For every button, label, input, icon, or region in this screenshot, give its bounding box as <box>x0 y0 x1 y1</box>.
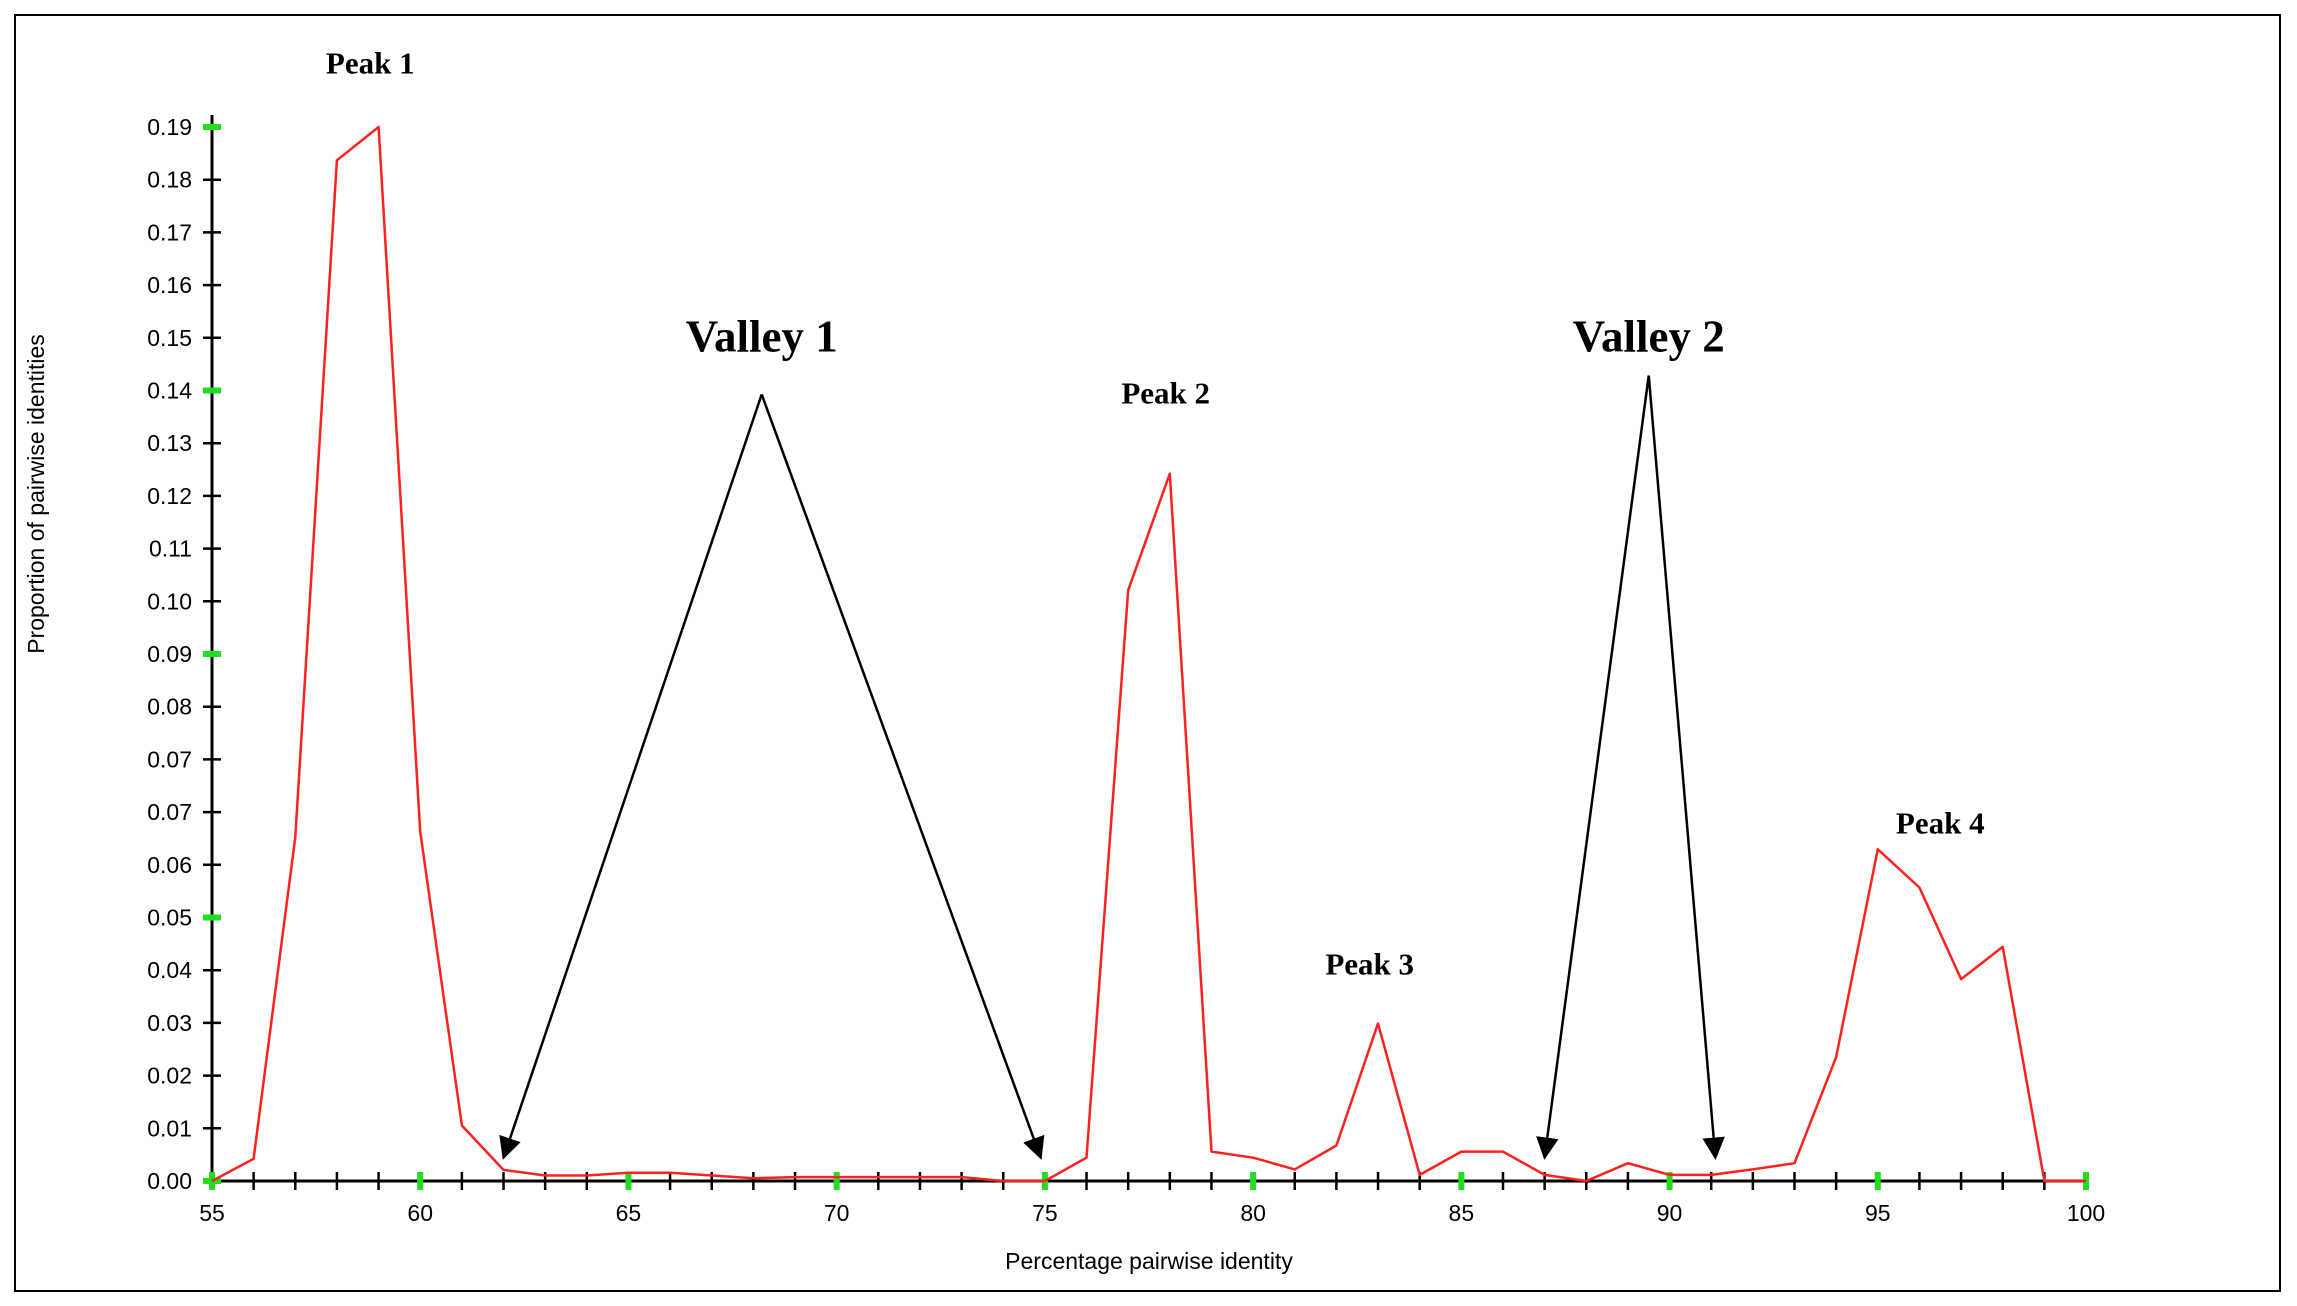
y-tick-label: 0.14 <box>147 378 192 404</box>
y-tick-label: 0.11 <box>149 536 192 562</box>
y-tick-label: 0.06 <box>147 852 192 878</box>
x-tick-label: 60 <box>407 1200 433 1226</box>
x-tick-label: 70 <box>824 1200 850 1226</box>
peak-label: Peak 3 <box>1325 947 1414 982</box>
valley-label: Valley 1 <box>686 312 838 362</box>
y-tick-label: 0.09 <box>147 641 192 667</box>
valley-arrow <box>760 393 1045 1160</box>
x-tick-label: 100 <box>2067 1200 2105 1226</box>
x-tick-label: 90 <box>1657 1200 1683 1226</box>
peak-label: Peak 1 <box>326 46 415 81</box>
x-tick-label: 95 <box>1865 1200 1891 1226</box>
y-tick-label: 0.07 <box>147 799 192 825</box>
y-tick-label: 0.00 <box>147 1168 192 1194</box>
x-tick-label: 85 <box>1449 1200 1475 1226</box>
peak-label: Peak 2 <box>1121 375 1210 410</box>
y-tick-label: 0.05 <box>147 905 192 931</box>
axes-layer <box>210 115 2086 1183</box>
y-tick-label: 0.07 <box>147 746 192 772</box>
y-tick-label: 0.15 <box>147 325 192 351</box>
x-tick-label: 65 <box>616 1200 642 1226</box>
y-tick-label: 0.04 <box>147 957 192 983</box>
chart-svg: 0.00 0.01 0.02 0.03 0.04 0.05 0.06 0.07 0.07 0.08… <box>23 46 2105 1274</box>
y-tick-label: 0.17 <box>147 219 192 245</box>
x-axis-title: Percentage pairwise identity <box>1005 1248 1293 1274</box>
y-tick-label: 0.16 <box>147 272 192 298</box>
valley-arrow <box>499 393 763 1160</box>
y-tick-label: 0.13 <box>147 430 192 456</box>
peak-label: Peak 4 <box>1896 806 1985 841</box>
y-tick-label: 0.10 <box>147 588 192 614</box>
y-tick-label: 0.02 <box>147 1063 192 1089</box>
x-tick-label: 80 <box>1240 1200 1266 1226</box>
x-tick-label: 55 <box>199 1200 225 1226</box>
y-tick-label: 0.19 <box>147 114 192 140</box>
y-tick-label: 0.12 <box>147 483 192 509</box>
ticks-layer: 0.00 0.01 0.02 0.03 0.04 0.05 0.06 0.07 0.07 0.08… <box>147 114 2105 1226</box>
series-layer <box>211 125 2086 1183</box>
y-axis-title: Proportion of pairwise identities <box>23 334 49 654</box>
chart-frame: 0.00 0.01 0.02 0.03 0.04 0.05 0.06 0.07 0.07 0.08… <box>14 14 2281 1292</box>
y-tick-label: 0.18 <box>147 167 192 193</box>
valley-arrow <box>1647 375 1725 1160</box>
annotation-layer: Peak 1 Peak 2 Peak 3 Peak 4 Valley 1 Valley 2 <box>326 46 1985 1160</box>
y-tick-label: 0.08 <box>147 694 192 720</box>
y-tick-label: 0.03 <box>147 1010 192 1036</box>
valley-label: Valley 2 <box>1573 312 1725 362</box>
y-tick-label: 0.01 <box>147 1115 192 1141</box>
series-line <box>211 125 2086 1183</box>
x-tick-label: 75 <box>1032 1200 1058 1226</box>
valley-arrow <box>1536 375 1650 1160</box>
